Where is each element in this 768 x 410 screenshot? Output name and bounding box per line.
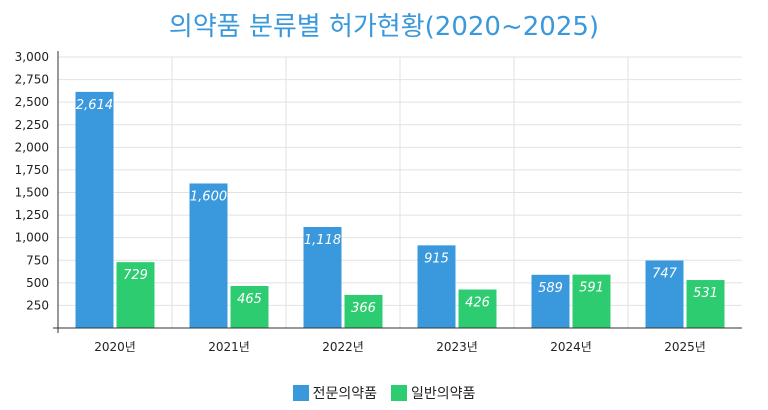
data-label: 465 — [237, 292, 262, 307]
x-tick-label: 2023년 — [436, 340, 478, 354]
y-tick-label: 2,500 — [15, 95, 49, 109]
data-label: 729 — [123, 268, 148, 283]
bar-series-2 — [686, 280, 725, 328]
data-label: 1,118 — [304, 233, 341, 248]
bar-series-1 — [531, 274, 570, 328]
chart-title: 의약품 분류별 허가현황(2020~2025) — [168, 12, 600, 42]
legend-label-series-1: 전문의약품 — [312, 386, 377, 402]
bar-series-2 — [458, 289, 497, 328]
data-label: 2,614 — [76, 98, 113, 113]
y-tick-label: 2,000 — [15, 140, 49, 154]
y-tick-label: 2,750 — [15, 73, 49, 87]
x-tick-label: 2021년 — [208, 340, 250, 354]
y-tick-label: 1,750 — [15, 163, 49, 177]
data-label: 915 — [424, 251, 449, 266]
legend-item-series-2[interactable]: 일반의약품 — [391, 383, 475, 403]
y-tick-label: 2,250 — [15, 118, 49, 132]
chart-legend: 전문의약품 일반의약품 — [0, 383, 768, 403]
bar-series-2 — [230, 285, 269, 328]
x-tick-label: 2020년 — [94, 340, 136, 354]
bar-chart: 3,000 2,750 2,500 2,250 2,000 1,750 1,500 1,250… — [15, 50, 742, 354]
data-label: 366 — [351, 301, 376, 316]
data-label: 1,600 — [190, 189, 227, 204]
bar-series-1 — [75, 91, 114, 328]
x-tick-label: 2022년 — [322, 340, 364, 354]
y-tick-label: 1,250 — [15, 208, 49, 222]
data-label: 747 — [652, 267, 678, 282]
x-tick-label: 2025년 — [664, 340, 706, 354]
data-label: 531 — [693, 286, 718, 301]
bar-series-2 — [116, 262, 155, 328]
y-tick-label: 3,000 — [15, 50, 49, 64]
y-tick-label: 500 — [26, 276, 49, 290]
legend-item-series-1[interactable]: 전문의약품 — [292, 383, 377, 403]
bar-series-2 — [572, 274, 611, 328]
x-tick-label: 2024년 — [550, 340, 592, 354]
bar-series-1 — [303, 227, 342, 328]
bar-series-1 — [189, 183, 228, 328]
data-label: 589 — [538, 281, 563, 296]
y-tick-label: 250 — [26, 298, 49, 312]
legend-swatch-series-1 — [292, 385, 309, 401]
y-tick-label: 1,000 — [15, 231, 49, 245]
bar-series-1 — [417, 245, 456, 328]
legend-label-series-2: 일반의약품 — [411, 386, 476, 402]
legend-swatch-series-2 — [391, 385, 407, 401]
bar-series-2 — [344, 294, 383, 328]
bar-series-1 — [645, 260, 684, 328]
y-tick-label: 1,500 — [15, 186, 49, 200]
y-tick-label: 750 — [26, 253, 49, 267]
data-label: 591 — [579, 281, 604, 296]
data-label: 426 — [465, 296, 490, 311]
